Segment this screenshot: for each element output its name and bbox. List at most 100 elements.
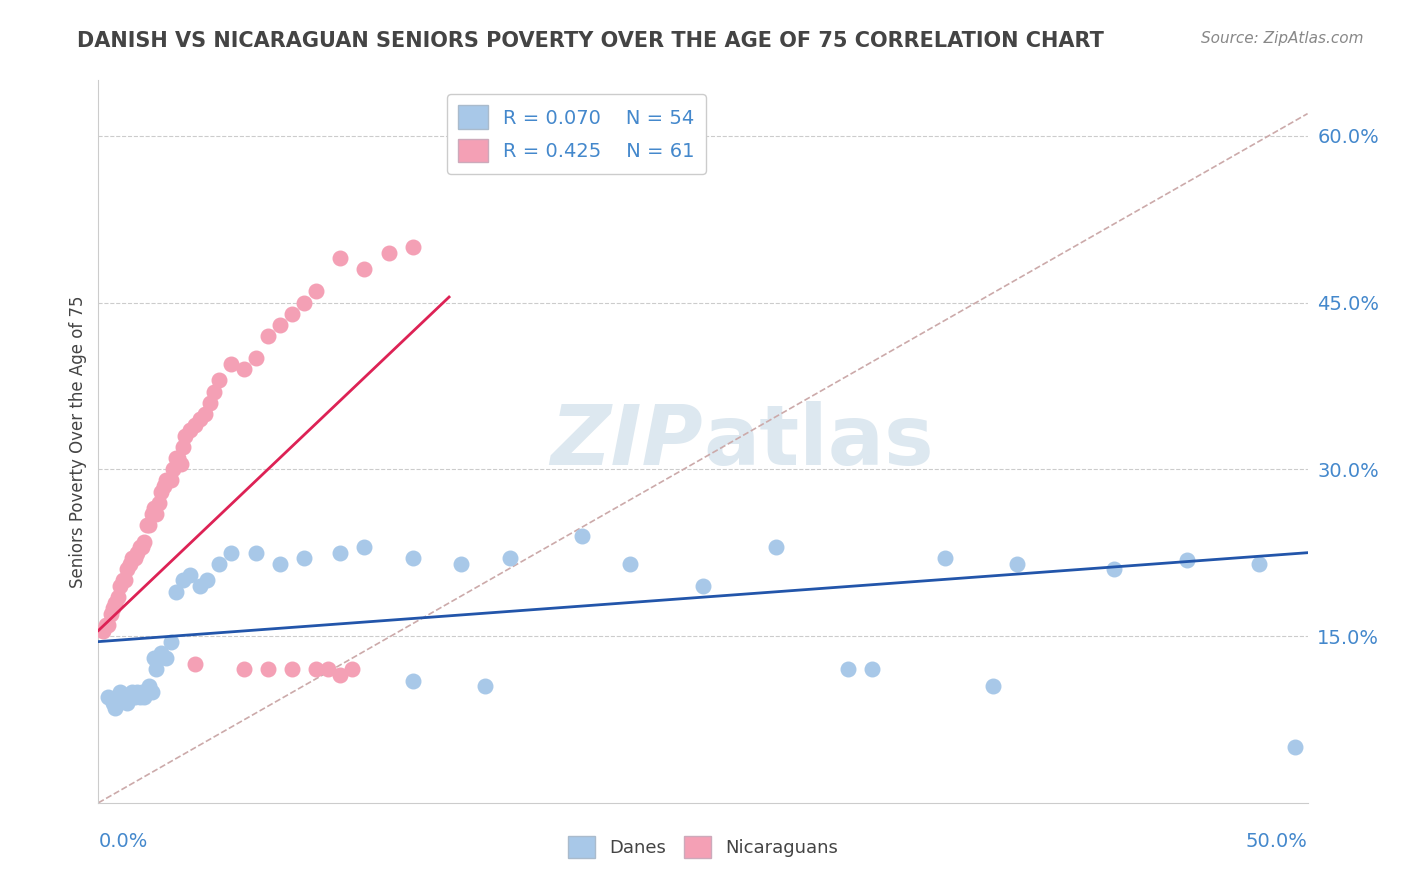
Point	[104, 596, 127, 610]
Point	[124, 690, 146, 705]
Point	[91, 624, 114, 638]
Point	[101, 696, 124, 710]
Point	[165, 451, 187, 466]
Point	[165, 584, 187, 599]
Point	[281, 662, 304, 676]
Point	[152, 479, 174, 493]
Text: atlas: atlas	[703, 401, 934, 482]
Point	[1102, 562, 1125, 576]
Point	[172, 574, 194, 588]
Point	[107, 590, 129, 604]
Point	[402, 673, 425, 688]
Point	[377, 245, 399, 260]
Point	[571, 529, 593, 543]
Point	[837, 662, 859, 676]
Point	[138, 679, 160, 693]
Point	[117, 696, 139, 710]
Point	[114, 574, 136, 588]
Point	[692, 579, 714, 593]
Point	[221, 546, 243, 560]
Point	[134, 534, 156, 549]
Point	[208, 557, 231, 571]
Point	[256, 329, 278, 343]
Point	[121, 684, 143, 698]
Text: Source: ZipAtlas.com: Source: ZipAtlas.com	[1201, 31, 1364, 46]
Point	[292, 551, 315, 566]
Point	[111, 574, 134, 588]
Point	[167, 451, 190, 466]
Point	[160, 474, 183, 488]
Point	[934, 551, 956, 566]
Point	[118, 557, 141, 571]
Point	[169, 457, 191, 471]
Point	[194, 407, 217, 421]
Point	[155, 474, 177, 488]
Point	[184, 657, 207, 671]
Point	[108, 684, 131, 698]
Point	[860, 662, 883, 676]
Point	[1284, 740, 1306, 755]
Point	[981, 679, 1004, 693]
Point	[269, 557, 291, 571]
Point	[305, 662, 328, 676]
Point	[1249, 557, 1271, 571]
Point	[94, 618, 117, 632]
Point	[188, 579, 211, 593]
Point	[195, 574, 218, 588]
Point	[160, 634, 183, 648]
Point	[245, 546, 267, 560]
Point	[117, 562, 139, 576]
Point	[188, 412, 211, 426]
Point	[498, 551, 520, 566]
Point	[208, 373, 231, 387]
Point	[104, 701, 127, 715]
Point	[329, 251, 352, 265]
Text: 0.0%: 0.0%	[98, 831, 148, 851]
Point	[221, 357, 243, 371]
Point	[143, 651, 166, 665]
Point	[245, 351, 267, 366]
Point	[179, 568, 201, 582]
Point	[135, 517, 157, 532]
Point	[118, 690, 141, 705]
Point	[148, 496, 170, 510]
Point	[474, 679, 496, 693]
Point	[127, 684, 149, 698]
Point	[148, 651, 170, 665]
Point	[134, 690, 156, 705]
Point	[1007, 557, 1029, 571]
Text: DANISH VS NICARAGUAN SENIORS POVERTY OVER THE AGE OF 75 CORRELATION CHART: DANISH VS NICARAGUAN SENIORS POVERTY OVE…	[77, 31, 1104, 51]
Point	[232, 362, 254, 376]
Point	[184, 417, 207, 432]
Point	[765, 540, 787, 554]
Point	[138, 517, 160, 532]
Point	[256, 662, 278, 676]
Point	[1175, 553, 1198, 567]
Point	[121, 551, 143, 566]
Point	[141, 684, 163, 698]
Point	[204, 384, 226, 399]
Point	[131, 684, 153, 698]
Point	[97, 690, 120, 705]
Point	[150, 484, 173, 499]
Point	[107, 696, 129, 710]
Point	[292, 295, 315, 310]
Text: 50.0%: 50.0%	[1246, 831, 1308, 851]
Point	[450, 557, 472, 571]
Point	[232, 662, 254, 676]
Y-axis label: Seniors Poverty Over the Age of 75: Seniors Poverty Over the Age of 75	[69, 295, 87, 588]
Point	[402, 240, 425, 254]
Legend: Danes, Nicaraguans: Danes, Nicaraguans	[561, 829, 845, 865]
Point	[127, 546, 149, 560]
Point	[101, 601, 124, 615]
Text: ZIP: ZIP	[550, 401, 703, 482]
Point	[128, 540, 150, 554]
Point	[128, 690, 150, 705]
Point	[150, 646, 173, 660]
Point	[141, 507, 163, 521]
Point	[269, 318, 291, 332]
Point	[281, 307, 304, 321]
Point	[619, 557, 641, 571]
Point	[316, 662, 339, 676]
Point	[145, 662, 167, 676]
